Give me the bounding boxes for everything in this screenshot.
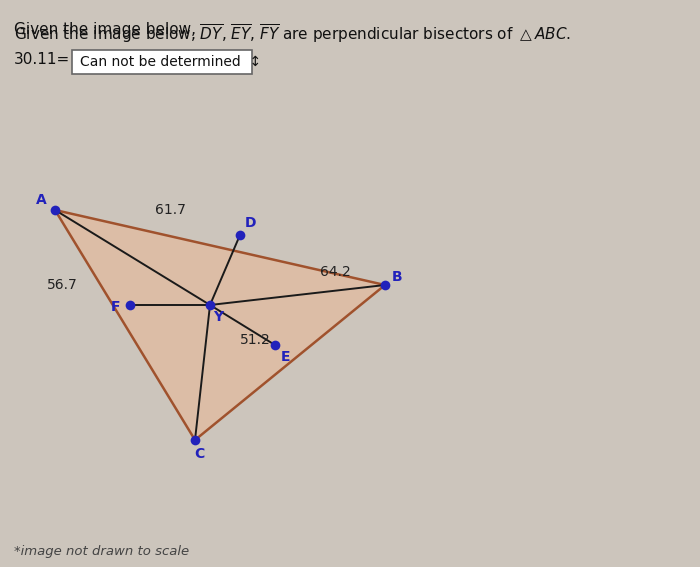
Text: 30.11=: 30.11= [14,52,70,67]
Text: Y: Y [213,310,223,324]
Text: A: A [36,193,46,207]
Text: Given the image below, $\overline{DY}$, $\overline{EY}$, $\overline{FY}$ are per: Given the image below, $\overline{DY}$, … [14,22,571,45]
Text: 61.7: 61.7 [155,203,186,217]
Text: F: F [111,300,120,314]
Text: 51.2: 51.2 [239,333,270,347]
Text: *image not drawn to scale: *image not drawn to scale [14,545,189,558]
Text: Given the image below,: Given the image below, [14,22,201,37]
Text: 64.2: 64.2 [320,265,351,279]
Polygon shape [55,210,385,440]
Text: B: B [392,270,402,284]
Text: E: E [280,350,290,364]
Text: Can not be determined  ↕: Can not be determined ↕ [80,55,261,69]
Text: D: D [244,216,256,230]
Bar [72,50,252,74]
Text: 56.7: 56.7 [47,278,78,292]
Text: C: C [194,447,204,461]
